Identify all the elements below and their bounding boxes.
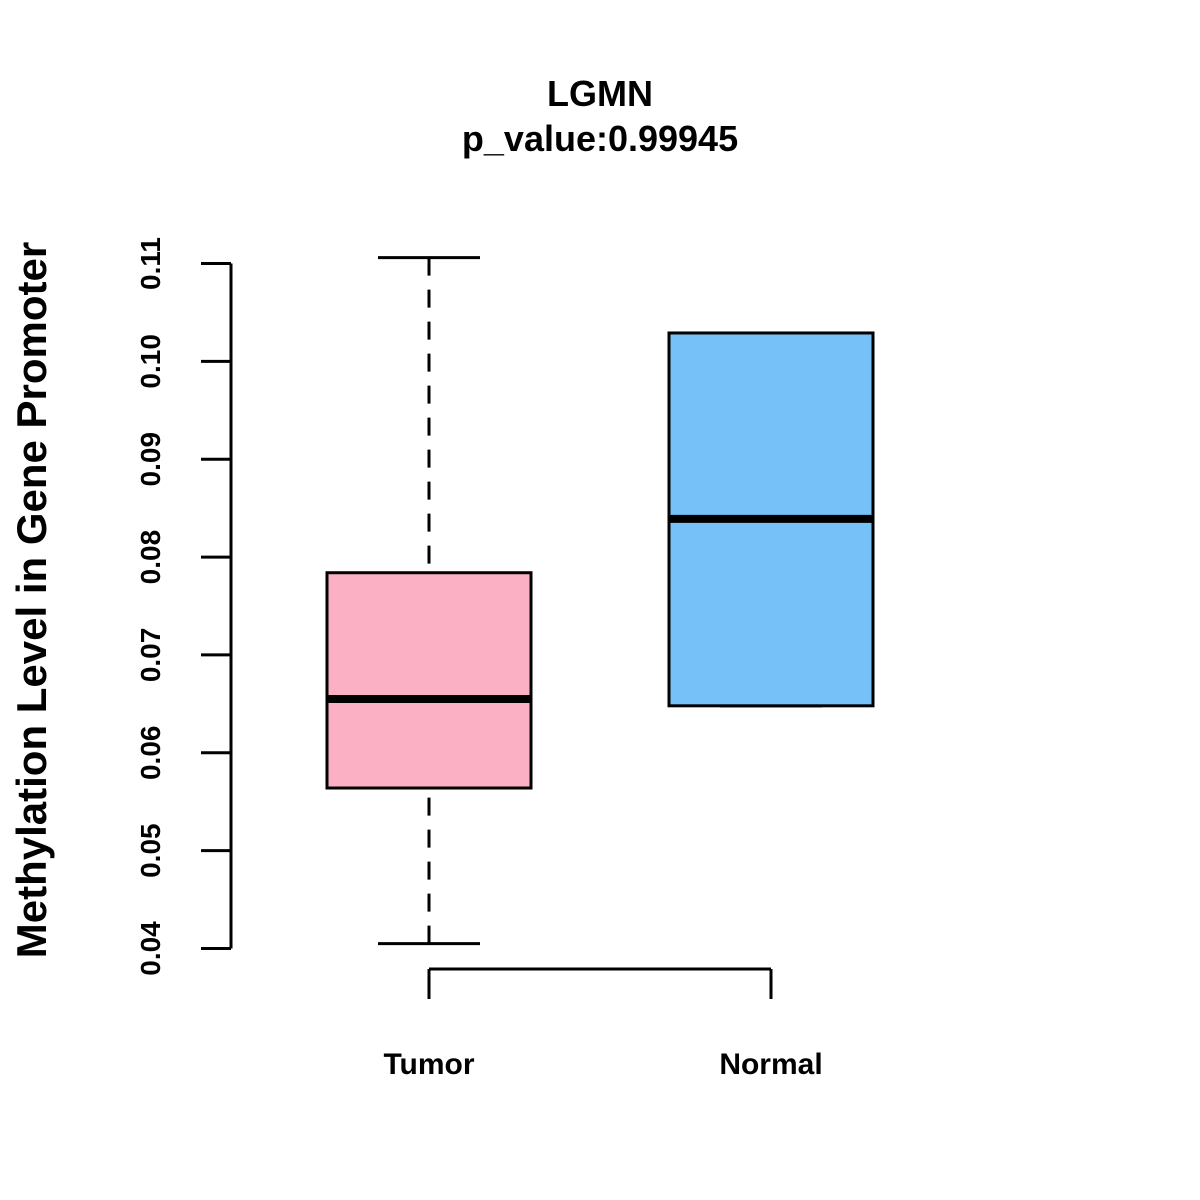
y-tick-label: 0.05 bbox=[135, 823, 166, 878]
x-axis: Tumor Normal bbox=[383, 967, 823, 1081]
y-tick-label: 0.06 bbox=[135, 726, 166, 781]
y-axis-label: Methylation Level in Gene Promoter bbox=[8, 242, 55, 958]
box-tumor bbox=[325, 256, 533, 946]
y-tick-label: 0.10 bbox=[135, 334, 166, 389]
chart-title: LGMN bbox=[547, 73, 653, 114]
y-axis-ticks: 0.04 0.05 0.06 0.07 0.08 0.09 0.10 0.11 bbox=[135, 237, 231, 976]
y-tick-label: 0.11 bbox=[135, 237, 166, 290]
iqr-box bbox=[325, 571, 533, 790]
y-tick-label: 0.07 bbox=[135, 628, 166, 683]
y-tick-label: 0.08 bbox=[135, 530, 166, 585]
x-tick-label-normal: Normal bbox=[719, 1048, 822, 1081]
y-tick-label: 0.09 bbox=[135, 432, 166, 487]
box-normal bbox=[667, 331, 875, 708]
chart-subtitle: p_value:0.99945 bbox=[462, 118, 738, 159]
x-tick-label-tumor: Tumor bbox=[383, 1048, 474, 1081]
boxes bbox=[325, 256, 875, 946]
y-tick-label: 0.04 bbox=[135, 921, 166, 976]
